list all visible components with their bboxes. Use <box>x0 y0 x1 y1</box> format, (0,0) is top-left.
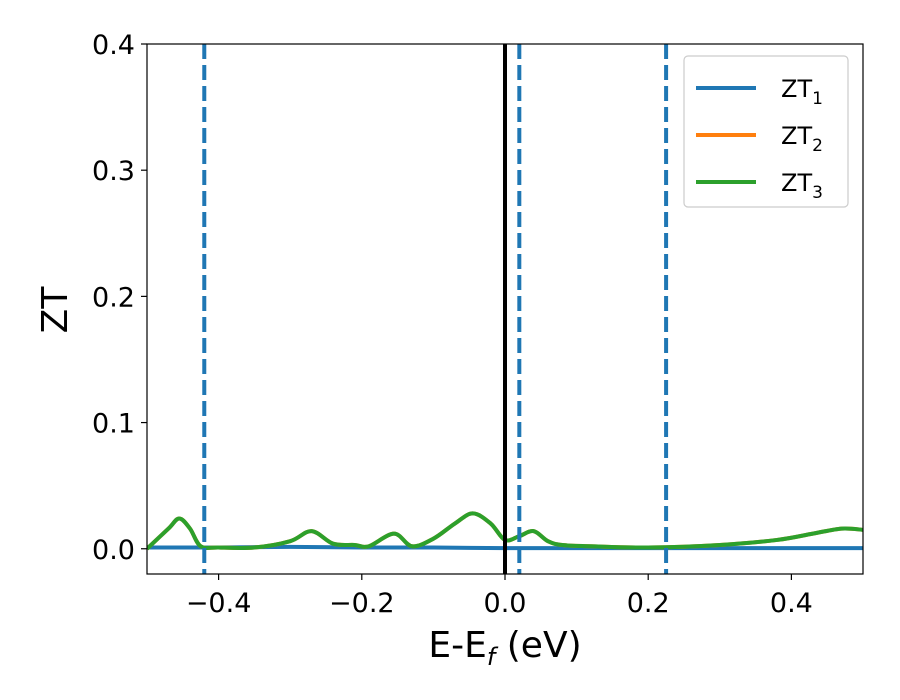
x-tick-label-4: 0.2 <box>627 588 670 619</box>
legend-label-main-1: ZT <box>781 75 812 103</box>
x-axis: −0.4 −0.2 0.0 0.2 0.4 <box>186 574 813 619</box>
x-tick-label-3: 0.0 <box>484 588 527 619</box>
series-line-3 <box>147 511 863 551</box>
x-tick-label-5: 0.4 <box>770 588 813 619</box>
legend-label-main-3: ZT <box>781 169 812 197</box>
legend-label-sub-2: 2 <box>812 136 823 156</box>
y-axis: 0.0 0.1 0.2 0.3 0.4 <box>92 30 147 566</box>
legend-label-2: ZT2 <box>781 122 823 156</box>
y-axis-label: ZT <box>35 286 76 334</box>
x-axis-label-main: E-E <box>428 625 486 666</box>
y-tick-label-5: 0.4 <box>92 30 135 61</box>
x-tick-label-1: −0.4 <box>186 588 252 619</box>
legend-label-sub-3: 3 <box>812 183 823 203</box>
legend-box <box>683 55 849 208</box>
y-tick-label-3: 0.2 <box>92 282 135 313</box>
legend-label-1: ZT1 <box>781 75 823 109</box>
y-tick-label-4: 0.3 <box>92 156 135 187</box>
plot-area <box>146 43 864 575</box>
x-axis-label: E-Ef (eV) <box>428 625 581 671</box>
legend-label-main-2: ZT <box>781 122 812 150</box>
y-tick-label-2: 0.1 <box>92 409 135 440</box>
plot-content <box>147 44 863 574</box>
y-tick-label-1: 0.0 <box>92 535 135 566</box>
x-axis-label-suffix: (eV) <box>495 625 581 666</box>
x-tick-label-2: −0.2 <box>329 588 395 619</box>
legend-label-sub-1: 1 <box>812 89 823 109</box>
legend-label-3: ZT3 <box>781 169 823 203</box>
